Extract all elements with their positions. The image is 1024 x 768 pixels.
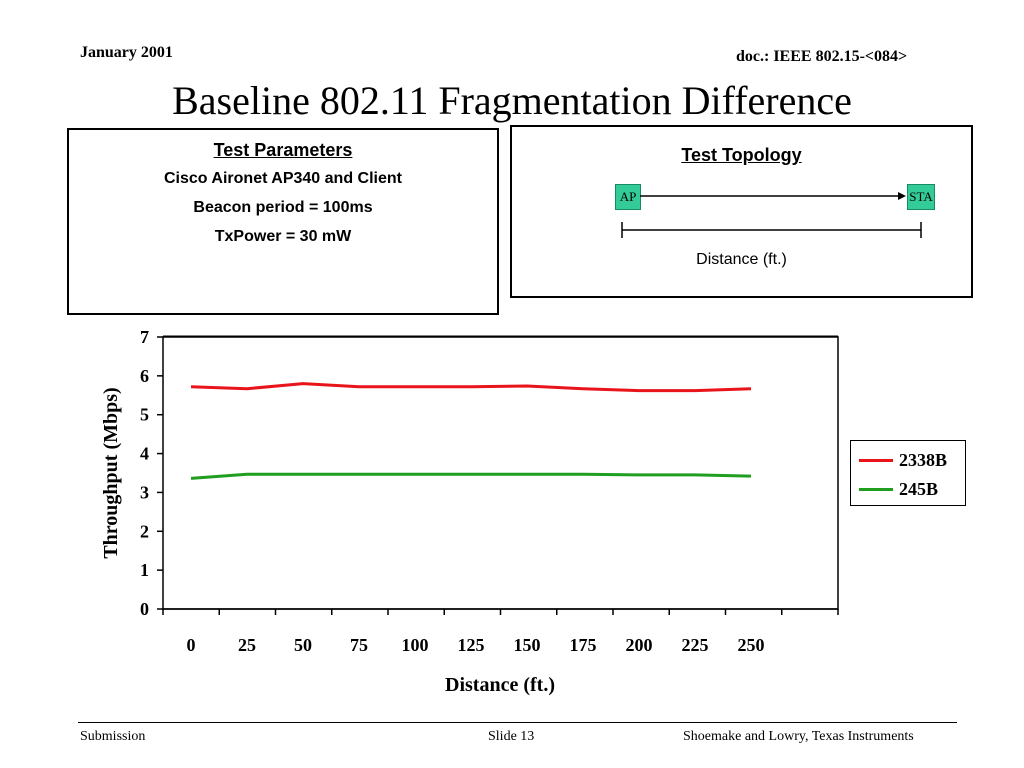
legend-item-245B: 245B: [859, 477, 938, 501]
y-tick-label-2: 2: [140, 521, 149, 541]
footer-authors: Shoemake and Lowry, Texas Instruments: [683, 729, 914, 744]
y-tick-label-3: 3: [140, 482, 149, 502]
y-tick-label-6: 6: [140, 366, 149, 386]
x-tick-label-250: 250: [738, 635, 765, 655]
x-tick-label-25: 25: [238, 635, 256, 655]
series-line-2338B: [190, 382, 752, 393]
legend-label-245B: 245B: [899, 478, 939, 499]
test-topology-box: Test Topology AP STA Distance (ft.): [510, 125, 973, 298]
topology-arrows: [621, 192, 922, 238]
x-tick-label-75: 75: [350, 635, 368, 655]
topology-distance-label: Distance (ft.): [696, 251, 787, 268]
x-tick-label-100: 100: [402, 635, 429, 655]
x-tick-label-175: 175: [570, 635, 597, 655]
series-line-245B: [190, 472, 752, 480]
ap-node: AP: [615, 184, 641, 210]
footer-submission: Submission: [80, 729, 146, 744]
x-tick-label-50: 50: [294, 635, 312, 655]
y-tick-label-0: 0: [140, 599, 149, 619]
test-parameters-box: Test Parameters Cisco Aironet AP340 and …: [67, 128, 499, 315]
link-arrow-head: [898, 192, 906, 200]
chart-legend: 2338B 245B: [850, 440, 966, 506]
param-line-txpower: TxPower = 30 mW: [214, 228, 352, 245]
test-topology-heading: Test Topology: [681, 145, 802, 165]
y-tick-label-7: 7: [140, 327, 149, 347]
slide-date: January 2001: [80, 44, 173, 61]
legend-item-2338B: 2338B: [859, 448, 947, 472]
y-tick-label-5: 5: [140, 405, 149, 425]
x-tick-label-200: 200: [626, 635, 653, 655]
param-line-device: Cisco Aironet AP340 and Client: [164, 170, 402, 187]
document-id: doc.: IEEE 802.15-<084>: [736, 48, 908, 65]
y-tick-label-1: 1: [140, 560, 149, 580]
chart-series: [190, 382, 752, 480]
footer-divider: [78, 722, 957, 723]
sta-node: STA: [907, 184, 935, 210]
x-axis-label: Distance (ft.): [445, 674, 555, 696]
x-tick-label-0: 0: [187, 635, 196, 655]
slide-title: Baseline 802.11 Fragmentation Difference: [172, 78, 852, 123]
y-tick-label-4: 4: [140, 444, 149, 464]
y-axis-label: Throughput (Mbps): [100, 387, 122, 558]
param-line-beacon: Beacon period = 100ms: [193, 199, 373, 216]
y-tick-labels: 0 1 2 3 4 5 6 7: [140, 327, 149, 619]
x-tick-label-125: 125: [458, 635, 485, 655]
x-tick-label-225: 225: [682, 635, 709, 655]
footer-slide-number: Slide 13: [488, 729, 535, 744]
legend-label-2338B: 2338B: [899, 449, 948, 470]
legend-swatch-245B: [859, 487, 893, 491]
x-tick-label-150: 150: [514, 635, 541, 655]
x-tick-labels: 0 25 50 75 100 125 150 175 200 225 250: [187, 635, 765, 655]
legend-swatch-2338B: [859, 458, 893, 462]
test-parameters-heading: Test Parameters: [213, 140, 353, 160]
